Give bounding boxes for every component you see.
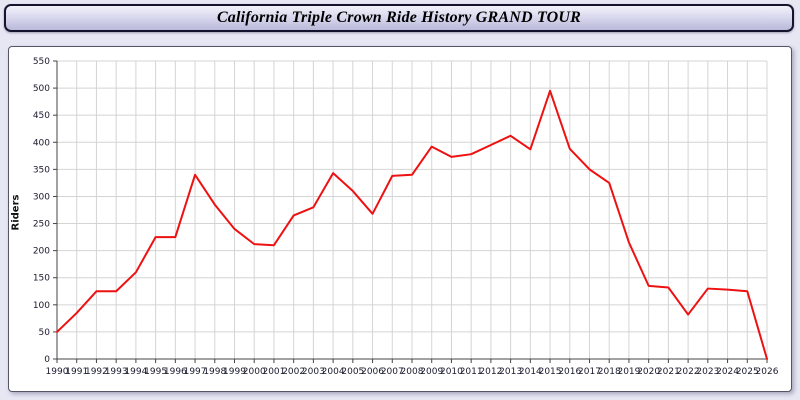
x-tick-label: 1997 — [184, 367, 207, 377]
y-tick-label: 350 — [33, 165, 50, 175]
x-tick-label: 2010 — [440, 367, 463, 377]
x-tick-label: 2022 — [677, 367, 700, 377]
series-line-riders — [56, 89, 768, 360]
y-tick-label: 500 — [33, 84, 50, 94]
x-tick-label: 2021 — [657, 367, 680, 377]
y-tick-label: 250 — [33, 220, 50, 230]
x-tick-label: 1995 — [144, 367, 167, 377]
x-tick-label: 2016 — [558, 367, 581, 377]
x-tick-label: 2026 — [756, 367, 779, 377]
x-tick-label: 2012 — [479, 367, 502, 377]
x-tick-label: 2014 — [519, 367, 542, 377]
x-tick-label: 2003 — [302, 367, 325, 377]
x-tick-label: 2006 — [361, 367, 384, 377]
x-tick-label: 2009 — [420, 367, 443, 377]
x-tick-label: 2001 — [262, 367, 285, 377]
x-tick-label: 2004 — [322, 367, 345, 377]
x-tick-label: 1998 — [203, 367, 226, 377]
chart-panel: Riders 0 50 100 150 200 250 300 350 400 450 500 550… — [8, 46, 792, 392]
x-tick-label: 2024 — [716, 367, 739, 377]
title-bar: California Triple Crown Ride History GRA… — [4, 4, 794, 32]
x-tick-label: 1994 — [124, 367, 147, 377]
x-tick-label: 2015 — [539, 367, 562, 377]
x-tick-label: 2020 — [637, 367, 660, 377]
y-tick-label: 150 — [33, 274, 50, 284]
y-tick-label: 50 — [39, 328, 51, 338]
y-tick-label: 200 — [33, 247, 50, 257]
x-tick-label: 2023 — [696, 367, 719, 377]
chart-title: California Triple Crown Ride History GRA… — [216, 9, 582, 26]
y-tick-label: 100 — [33, 301, 50, 311]
x-tick-label: 2017 — [578, 367, 601, 377]
x-tick-label: 2013 — [499, 367, 522, 377]
x-tick-label: 2025 — [736, 367, 759, 377]
chart-svg: 0501001502002503003504004505005501990199… — [33, 57, 779, 377]
x-tick-label: 2005 — [341, 367, 364, 377]
x-tick-label: 1991 — [65, 367, 88, 377]
x-tick-label: 2000 — [243, 367, 266, 377]
x-tick-label: 1993 — [105, 367, 128, 377]
x-tick-label: 2019 — [617, 367, 640, 377]
x-tick-label: 1990 — [46, 367, 69, 377]
x-tick-label: 2011 — [460, 367, 483, 377]
y-tick-label: 0 — [44, 355, 50, 365]
x-tick-label: 1999 — [223, 367, 246, 377]
y-tick-label: 550 — [33, 57, 50, 67]
x-tick-label: 2018 — [598, 367, 621, 377]
x-tick-label: 1992 — [85, 367, 108, 377]
y-axis-label: Riders — [10, 194, 22, 231]
x-tick-label: 1996 — [164, 367, 187, 377]
x-tick-label: 2008 — [401, 367, 424, 377]
y-tick-label: 400 — [33, 138, 50, 148]
y-tick-label: 300 — [33, 192, 50, 202]
x-tick-label: 2002 — [282, 367, 305, 377]
y-tick-label: 450 — [33, 111, 50, 121]
x-tick-label: 2007 — [381, 367, 404, 377]
